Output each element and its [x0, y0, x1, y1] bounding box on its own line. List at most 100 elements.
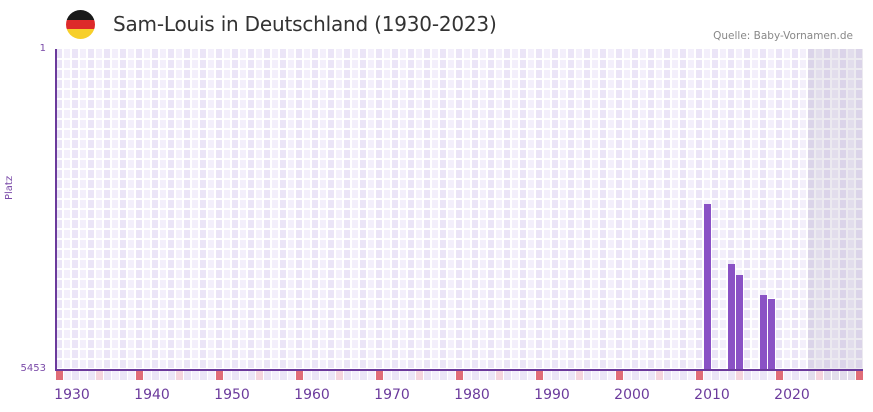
axis-strip-cell [608, 371, 615, 380]
axis-strip-cell [512, 371, 519, 380]
grid-row-line [56, 348, 863, 350]
axis-strip-cell [424, 371, 431, 380]
axis-strip-cell [472, 371, 479, 380]
axis-strip-cell [72, 371, 79, 380]
axis-strip-cell [112, 371, 119, 380]
grid-row-line [56, 128, 863, 130]
axis-strip-cell [632, 371, 639, 380]
axis-strip-cell [384, 371, 391, 380]
axis-strip-cell [248, 371, 255, 380]
axis-strip-cell [528, 371, 535, 380]
axis-strip-cell [552, 371, 559, 380]
axis-strip-cell [192, 371, 199, 380]
half-decade-marker [176, 371, 183, 380]
axis-strip-cell [488, 371, 495, 380]
axis-strip-cell [392, 371, 399, 380]
axis-strip-cell [88, 371, 95, 380]
decade-marker [376, 371, 383, 380]
axis-strip-cell [448, 371, 455, 380]
axis-strip-cell [80, 371, 87, 380]
x-tick-label: 2010 [694, 387, 730, 403]
axis-strip-cell [344, 371, 351, 380]
grid-row-line [56, 208, 863, 210]
decade-marker [856, 371, 863, 380]
axis-strip-cell [600, 371, 607, 380]
axis-strip-cell [464, 371, 471, 380]
axis-strip-cell [640, 371, 647, 380]
grid-row-line [56, 158, 863, 160]
axis-strip-cell [648, 371, 655, 380]
y-axis-title: Platz [4, 175, 15, 200]
x-tick-label: 2000 [614, 387, 650, 403]
axis-strip-cell [544, 371, 551, 380]
axis-strip-cell [128, 371, 135, 380]
grid-row-line [56, 198, 863, 200]
bar-2016[interactable] [760, 294, 767, 370]
chart-title: Sam-Louis in Deutschland (1930-2023) [113, 12, 497, 36]
axis-strip-cell [480, 371, 487, 380]
axis-strip-cell [624, 371, 631, 380]
grid-row-line [56, 148, 863, 150]
grid-row-line [56, 168, 863, 170]
grid-row-line [56, 258, 863, 260]
bar-2009[interactable] [704, 203, 711, 370]
decade-marker [536, 371, 543, 380]
grid-row-line [56, 138, 863, 140]
grid-row-line [56, 278, 863, 280]
axis-strip-cell [520, 371, 527, 380]
decade-marker [56, 371, 63, 380]
x-tick-label: 1990 [534, 387, 570, 403]
half-decade-marker [816, 371, 823, 380]
plot-area [56, 49, 864, 370]
axis-strip-cell [800, 371, 807, 380]
half-decade-marker [736, 371, 743, 380]
grid-row-line [56, 328, 863, 330]
axis-strip-cell [200, 371, 207, 380]
axis-strip-cell [808, 371, 815, 380]
axis-strip-cell [680, 371, 687, 380]
half-decade-marker [576, 371, 583, 380]
grid-row-line [56, 238, 863, 240]
y-axis [55, 49, 57, 371]
axis-strip-cell [840, 371, 847, 380]
decade-marker [136, 371, 143, 380]
axis-strip-cell [584, 371, 591, 380]
y-tick-bottom: 5453 [20, 363, 46, 374]
decade-marker [696, 371, 703, 380]
axis-strip-cell [824, 371, 831, 380]
decade-marker [216, 371, 223, 380]
axis-strip-cell [120, 371, 127, 380]
grid-row-line [56, 118, 863, 120]
axis-strip-cell [208, 371, 215, 380]
grid-row-line [56, 68, 863, 70]
bar-2012[interactable] [728, 263, 735, 370]
axis-strip-cell [760, 371, 767, 380]
axis-strip-cell [712, 371, 719, 380]
x-tick-label: 1930 [54, 387, 90, 403]
x-tick-label: 1970 [374, 387, 410, 403]
grid-row-line [56, 88, 863, 90]
axis-strip-cell [168, 371, 175, 380]
x-tick-label: 2020 [774, 387, 810, 403]
axis-strip-cell [280, 371, 287, 380]
axis-strip-cell [144, 371, 151, 380]
x-tick-label: 1980 [454, 387, 490, 403]
grid-row-line [56, 78, 863, 80]
half-decade-marker [336, 371, 343, 380]
axis-strip-cell [320, 371, 327, 380]
axis-strip-cell [352, 371, 359, 380]
half-decade-marker [256, 371, 263, 380]
grid-row-line [56, 228, 863, 230]
axis-strip-cell [408, 371, 415, 380]
axis-strip-cell [272, 371, 279, 380]
axis-strip-cell [768, 371, 775, 380]
bar-2013[interactable] [736, 274, 743, 370]
axis-strip-cell [688, 371, 695, 380]
axis-strip-cell [432, 371, 439, 380]
axis-strip-cell [848, 371, 855, 380]
bar-2017[interactable] [768, 298, 775, 370]
axis-strip-cell [832, 371, 839, 380]
source-label: Quelle: Baby-Vornamen.de [713, 30, 853, 42]
axis-strip-cell [328, 371, 335, 380]
grid-row-line [56, 218, 863, 220]
